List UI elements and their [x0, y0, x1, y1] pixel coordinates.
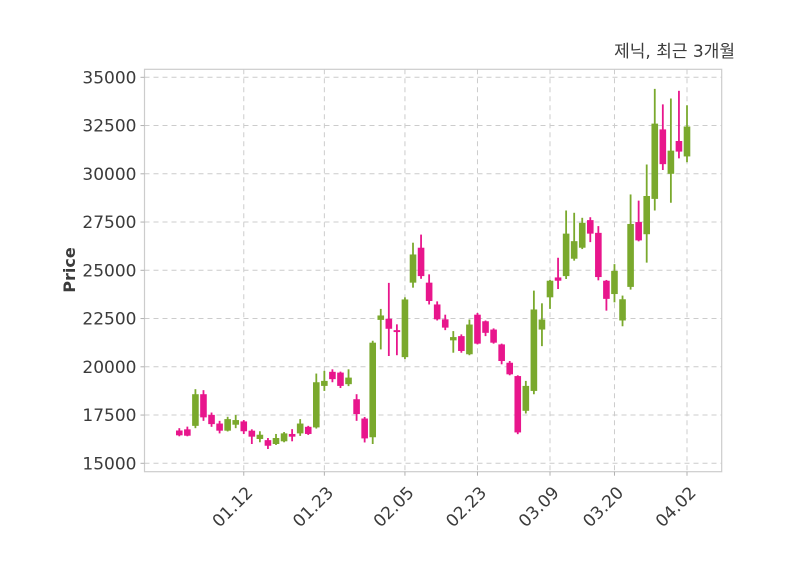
candle-body-down [514, 376, 522, 433]
y-tick-label: 22500 [82, 310, 136, 330]
candle-body-up [546, 280, 554, 298]
candle-body-down [659, 129, 667, 165]
y-tick-label: 15000 [82, 454, 136, 474]
candle-body-up [401, 299, 409, 358]
candle-body-down [240, 421, 248, 432]
candle-body-down [635, 222, 642, 241]
candle-body-down [264, 440, 272, 446]
plot-area: 15000 17500 20000 22500 25000 27500 30000 32500… [82, 68, 723, 532]
candle-body-down [393, 330, 401, 333]
candle-body-down [248, 430, 256, 437]
candle-body-up [619, 299, 626, 321]
candle-body-up [578, 222, 586, 248]
y-tick-label: 30000 [82, 165, 136, 185]
candle-body-down [458, 336, 465, 351]
candle-body-down [176, 430, 183, 436]
y-tick-label: 17500 [82, 406, 136, 426]
x-tick-label: 01.12 [209, 483, 258, 532]
candle-body-down [200, 394, 207, 418]
x-tick-label: 03.09 [515, 483, 564, 532]
candle-body-down [304, 426, 312, 434]
candle-body-down [433, 304, 441, 320]
x-tick-label: 02.05 [370, 483, 419, 532]
candle-body-down [208, 414, 215, 425]
candle-body-down [474, 314, 481, 344]
candle-body-down [498, 344, 505, 362]
candle-body-down [361, 418, 368, 439]
candle-body-up [369, 342, 377, 438]
candle-body-down [554, 277, 562, 281]
y-tick-label: 20000 [82, 358, 136, 378]
x-tick-label: 01.23 [289, 483, 338, 532]
candle-body-up [321, 380, 328, 386]
candle-body-up [192, 394, 199, 426]
candle-body-up [570, 241, 578, 259]
candle-body-up [683, 126, 691, 157]
candle-body-down [425, 282, 433, 301]
candle-body-down [353, 399, 360, 415]
candle-body-down [490, 329, 497, 343]
candle-body-up [280, 433, 288, 442]
candle-body-up [377, 315, 385, 320]
y-axis-label: Price [60, 247, 79, 293]
candle-body-down [184, 429, 191, 436]
candle-body-up [256, 434, 264, 439]
candle-body-up [611, 270, 618, 295]
candle-body-up [296, 423, 304, 434]
candle-body-down [329, 371, 336, 380]
candle-body-down [337, 372, 344, 386]
candle-body-down [586, 220, 594, 234]
candle-body-up [466, 324, 473, 355]
x-tick-label: 04.02 [652, 483, 701, 532]
candle-body-up [345, 377, 352, 385]
x-tick-label: 02.23 [442, 483, 491, 532]
y-tick-label: 25000 [82, 261, 136, 281]
y-tick-label: 35000 [82, 68, 136, 88]
candle-body-down [595, 232, 602, 278]
candle-body-up [643, 195, 651, 235]
candle-body-down [385, 318, 393, 329]
candle-body-up [272, 438, 280, 444]
candle-body-up [667, 150, 675, 174]
candle-body-up [232, 420, 240, 425]
chart-title: 제닉, 최근 3개월 [614, 42, 735, 62]
candle-body-up [651, 123, 659, 199]
candle-body-down [441, 319, 449, 328]
candle-body-up [409, 254, 417, 283]
candle-body-down [675, 140, 683, 152]
candle-body-down [482, 321, 489, 333]
candle-body-up [449, 337, 457, 341]
candle-body-up [627, 223, 634, 287]
candle-body-up [530, 309, 538, 391]
candle-body-down [288, 433, 296, 437]
candle-body-down [506, 362, 514, 375]
candle-body-down [417, 247, 425, 277]
candle-body-up [224, 419, 231, 431]
y-tick-label: 32500 [82, 117, 136, 137]
candle-body-up [562, 233, 570, 277]
candle-body-up [312, 382, 320, 428]
candle-body-down [603, 280, 610, 299]
candle-body-up [538, 319, 546, 330]
candle-body-down [216, 423, 223, 431]
x-tick-label: 03.20 [579, 483, 628, 532]
candle-body-up [522, 385, 530, 411]
y-tick-label: 27500 [82, 213, 136, 233]
